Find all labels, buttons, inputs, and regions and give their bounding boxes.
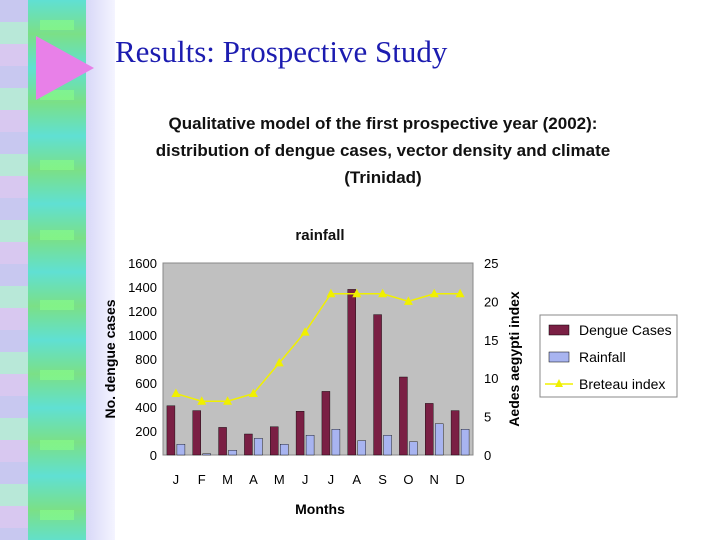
- bar-rainfall: [409, 441, 418, 456]
- chart-title-line-3: (Trinidad): [344, 168, 421, 187]
- legend-breteau-label: Breteau index: [579, 376, 665, 392]
- bar-dengue-cases: [244, 433, 253, 456]
- triangle-bullet-icon: [36, 36, 94, 100]
- chart-title-line-2: distribution of dengue cases, vector den…: [156, 141, 610, 160]
- bar-dengue-cases: [425, 403, 434, 456]
- x-tick-label: A: [352, 472, 361, 487]
- x-tick-label: J: [328, 472, 335, 487]
- x-tick-label: S: [378, 472, 387, 487]
- bar-rainfall: [383, 435, 392, 456]
- x-axis-label: Months: [295, 501, 345, 517]
- breteau-point: [197, 396, 207, 405]
- breteau-point: [274, 357, 284, 367]
- decorative-stripe: [0, 0, 28, 540]
- dengue-chart: Qualitative model of the first prospecti…: [102, 114, 678, 517]
- breteau-line: [175, 292, 461, 402]
- breteau-point: [455, 288, 465, 298]
- y-axis-right-label: Aedes aegypti index: [506, 291, 522, 427]
- bar-dengue-cases: [373, 314, 382, 456]
- y-left-tick-label: 0: [150, 448, 157, 463]
- y-right-tick-label: 5: [484, 410, 491, 425]
- legend-breteau-marker: [555, 379, 563, 387]
- x-tick-label: J: [302, 472, 309, 487]
- y-right-tick-label: 20: [484, 294, 498, 309]
- y-right-tick-label: 15: [484, 333, 498, 348]
- bar-dengue-cases: [295, 411, 305, 456]
- slide-title: Results: Prospective Study: [115, 34, 448, 69]
- y-axis-left-label: No. dengue cases: [102, 299, 118, 418]
- y-right-tick-label: 10: [484, 371, 498, 386]
- chart-title-line-1: Qualitative model of the first prospecti…: [169, 114, 598, 133]
- y-left-tick-label: 600: [135, 376, 157, 391]
- x-tick-label: F: [198, 472, 206, 487]
- breteau-point: [171, 388, 181, 398]
- x-tick-label: J: [173, 472, 180, 487]
- x-tick-label: O: [403, 472, 413, 487]
- breteau-point: [248, 388, 258, 398]
- breteau-point: [429, 288, 439, 298]
- bar-rainfall: [176, 444, 186, 456]
- bar-rainfall: [460, 429, 470, 456]
- breteau-point: [223, 396, 233, 405]
- bar-rainfall: [280, 444, 289, 456]
- bar-dengue-cases: [270, 426, 279, 456]
- bar-dengue-cases: [347, 289, 356, 456]
- y-left-tick-label: 1200: [128, 304, 157, 319]
- decorative-sidebar: [0, 0, 115, 540]
- y-left-tick-label: 1400: [128, 280, 157, 295]
- bar-rainfall: [202, 453, 211, 456]
- bar-dengue-cases: [218, 427, 227, 456]
- bar-rainfall: [254, 438, 263, 456]
- breteau-point: [378, 288, 388, 298]
- x-tick-label: N: [430, 472, 439, 487]
- legend-rainfall-swatch: [548, 351, 570, 363]
- bar-rainfall: [331, 429, 341, 456]
- y-left-tick-label: 200: [135, 424, 157, 439]
- bar-dengue-cases: [399, 376, 408, 456]
- y-left-tick-label: 1600: [128, 256, 157, 271]
- y-left-tick-label: 1000: [128, 328, 157, 343]
- bar-dengue-cases: [321, 391, 331, 456]
- chart-subtitle: rainfall: [295, 227, 344, 244]
- bar-rainfall: [305, 435, 315, 456]
- y-right-tick-label: 0: [484, 448, 491, 463]
- bar-rainfall: [435, 423, 444, 456]
- y-right-tick-label: 25: [484, 256, 498, 271]
- legend-rainfall-label: Rainfall: [579, 349, 626, 365]
- legend: Dengue Cases Rainfall Breteau index: [539, 314, 678, 398]
- bar-rainfall: [228, 450, 237, 456]
- legend-dengue-swatch: [548, 324, 570, 336]
- x-tick-label: A: [249, 472, 258, 487]
- y-left-tick-label: 800: [135, 352, 157, 367]
- breteau-point: [352, 288, 362, 298]
- bar-rainfall: [357, 440, 366, 456]
- bar-dengue-cases: [450, 410, 460, 456]
- breteau-point: [403, 296, 413, 305]
- bar-dengue-cases: [166, 405, 176, 456]
- x-tick-label: M: [222, 472, 233, 487]
- breteau-point: [300, 327, 310, 336]
- breteau-point: [326, 288, 336, 298]
- x-tick-label: D: [455, 472, 464, 487]
- y-left-tick-label: 400: [135, 400, 157, 415]
- x-tick-label: M: [274, 472, 285, 487]
- legend-dengue-label: Dengue Cases: [579, 322, 672, 338]
- plot-area: [162, 262, 474, 456]
- bar-dengue-cases: [192, 410, 201, 456]
